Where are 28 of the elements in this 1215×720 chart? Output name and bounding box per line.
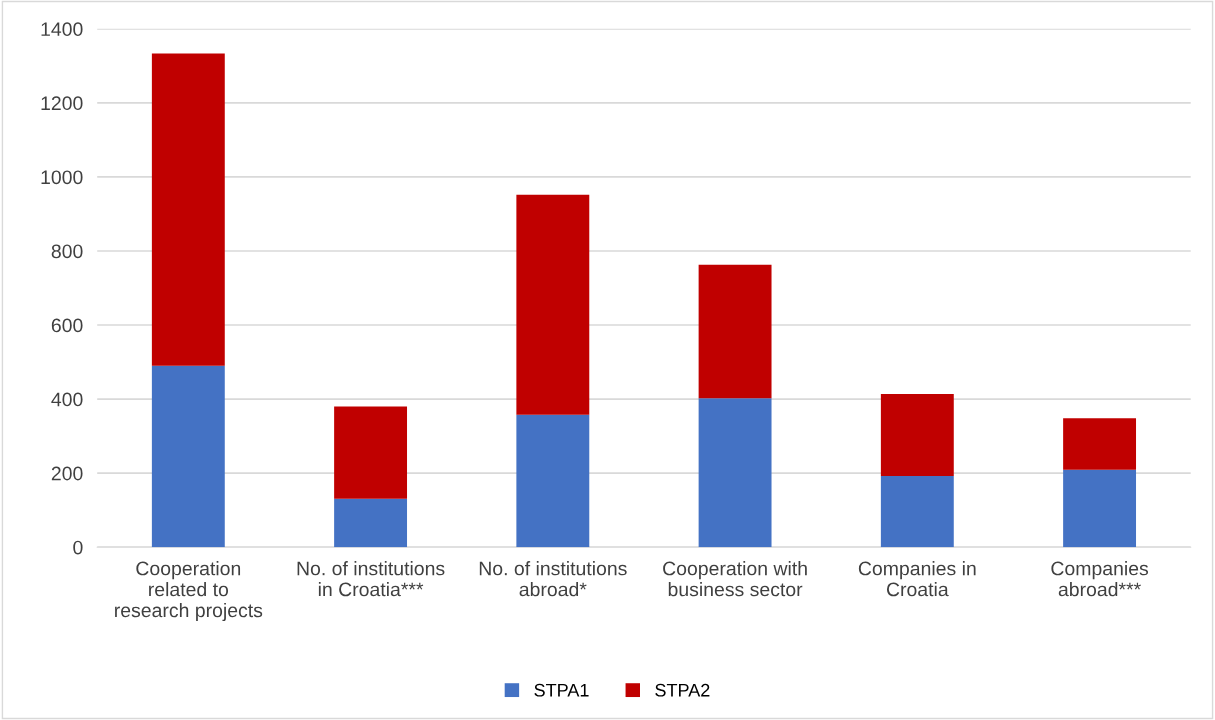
bar bbox=[151, 53, 225, 366]
bar bbox=[698, 398, 772, 548]
y-tick-label: 0 bbox=[73, 540, 83, 555]
bar bbox=[334, 406, 408, 499]
y-tick-label: 600 bbox=[51, 318, 83, 333]
x-tick-label: No. of institutions abroad* bbox=[479, 561, 627, 597]
bar bbox=[880, 393, 954, 477]
bar bbox=[1063, 418, 1137, 470]
y-tick-label: 800 bbox=[51, 244, 83, 259]
bar bbox=[516, 414, 590, 548]
y-tick-label: 400 bbox=[51, 392, 83, 407]
legend-label: STPA1 bbox=[534, 683, 589, 697]
bar bbox=[880, 476, 954, 548]
x-tick-label: Companies in Croatia bbox=[858, 561, 976, 597]
bar bbox=[698, 264, 772, 399]
y-tick-label: 1000 bbox=[41, 170, 83, 185]
y-tick-label: 1200 bbox=[41, 96, 83, 111]
y-tick-label: 1400 bbox=[41, 22, 83, 37]
legend-label: STPA2 bbox=[655, 683, 710, 697]
bar bbox=[1063, 469, 1137, 548]
y-tick-label: 200 bbox=[51, 466, 83, 481]
bar bbox=[334, 498, 408, 548]
x-tick-label: Companies abroad*** bbox=[1051, 561, 1149, 597]
x-tick-label: Cooperation with business sector bbox=[663, 561, 807, 597]
bar bbox=[151, 365, 225, 548]
x-tick-label: No. of institutions in Croatia*** bbox=[297, 561, 445, 597]
bar bbox=[516, 194, 590, 415]
x-tick-label: Cooperation related to research projects bbox=[115, 561, 263, 622]
